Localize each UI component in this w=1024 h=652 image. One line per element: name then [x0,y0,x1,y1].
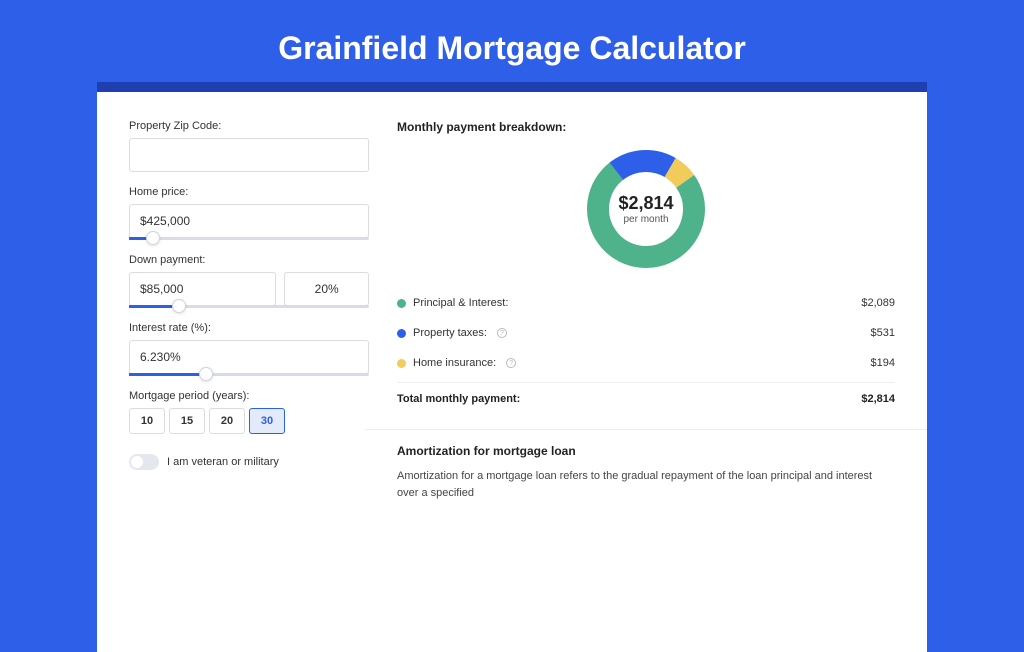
interest-rate-input[interactable] [129,340,369,374]
down-payment-input[interactable] [129,272,276,306]
veteran-toggle-row: I am veteran or military [129,454,369,470]
legend-row: Home insurance:? $194 [397,348,895,378]
legend: Principal & Interest: $2,089 Property taxe… [397,288,895,378]
form-column: Property Zip Code: Home price: Down paym… [129,120,369,624]
home-price-input[interactable] [129,204,369,238]
info-icon[interactable]: ? [506,358,516,368]
amortization-text: Amortization for a mortgage loan refers … [397,468,895,501]
down-payment-slider[interactable] [129,305,369,308]
legend-value: $194 [871,357,895,369]
breakdown-title: Monthly payment breakdown: [397,120,895,134]
period-btn-15[interactable]: 15 [169,408,205,434]
zip-input[interactable] [129,138,369,172]
breakdown-column: Monthly payment breakdown: $2,814 per mo… [397,120,895,624]
header: Grainfield Mortgage Calculator [0,0,1024,92]
period-buttons: 10152030 [129,408,369,434]
donut-chart-wrap: $2,814 per month [397,148,895,270]
home-price-field: Home price: [129,186,369,240]
veteran-toggle-knob [131,456,143,468]
info-icon[interactable]: ? [497,328,507,338]
period-btn-30[interactable]: 30 [249,408,285,434]
period-btn-10[interactable]: 10 [129,408,165,434]
down-payment-pct-input[interactable] [284,272,369,306]
total-row: Total monthly payment: $2,814 [397,382,895,415]
veteran-toggle[interactable] [129,454,159,470]
legend-label: Property taxes: [413,327,487,339]
page-title: Grainfield Mortgage Calculator [0,30,1024,67]
period-btn-20[interactable]: 20 [209,408,245,434]
legend-row: Property taxes:? $531 [397,318,895,348]
zip-label: Property Zip Code: [129,120,369,132]
zip-field: Property Zip Code: [129,120,369,172]
legend-dot [397,329,406,338]
veteran-label: I am veteran or military [167,456,279,468]
divider [365,429,927,430]
amortization-title: Amortization for mortgage loan [397,444,895,458]
legend-dot [397,299,406,308]
interest-rate-label: Interest rate (%): [129,322,369,334]
donut-amount: $2,814 [618,193,673,214]
legend-label: Principal & Interest: [413,297,508,309]
legend-value: $531 [871,327,895,339]
home-price-label: Home price: [129,186,369,198]
total-label: Total monthly payment: [397,393,520,405]
donut-sub: per month [618,214,673,225]
home-price-slider[interactable] [129,237,369,240]
donut-center: $2,814 per month [618,193,673,225]
card-shadow [97,82,927,92]
legend-label: Home insurance: [413,357,496,369]
calculator-card: Property Zip Code: Home price: Down paym… [97,92,927,652]
period-label: Mortgage period (years): [129,390,369,402]
down-payment-field: Down payment: [129,254,369,308]
interest-rate-slider[interactable] [129,373,369,376]
down-payment-label: Down payment: [129,254,369,266]
legend-value: $2,089 [861,297,895,309]
period-field: Mortgage period (years): 10152030 [129,390,369,434]
legend-row: Principal & Interest: $2,089 [397,288,895,318]
interest-rate-field: Interest rate (%): [129,322,369,376]
total-value: $2,814 [861,393,895,405]
donut-chart: $2,814 per month [585,148,707,270]
legend-dot [397,359,406,368]
